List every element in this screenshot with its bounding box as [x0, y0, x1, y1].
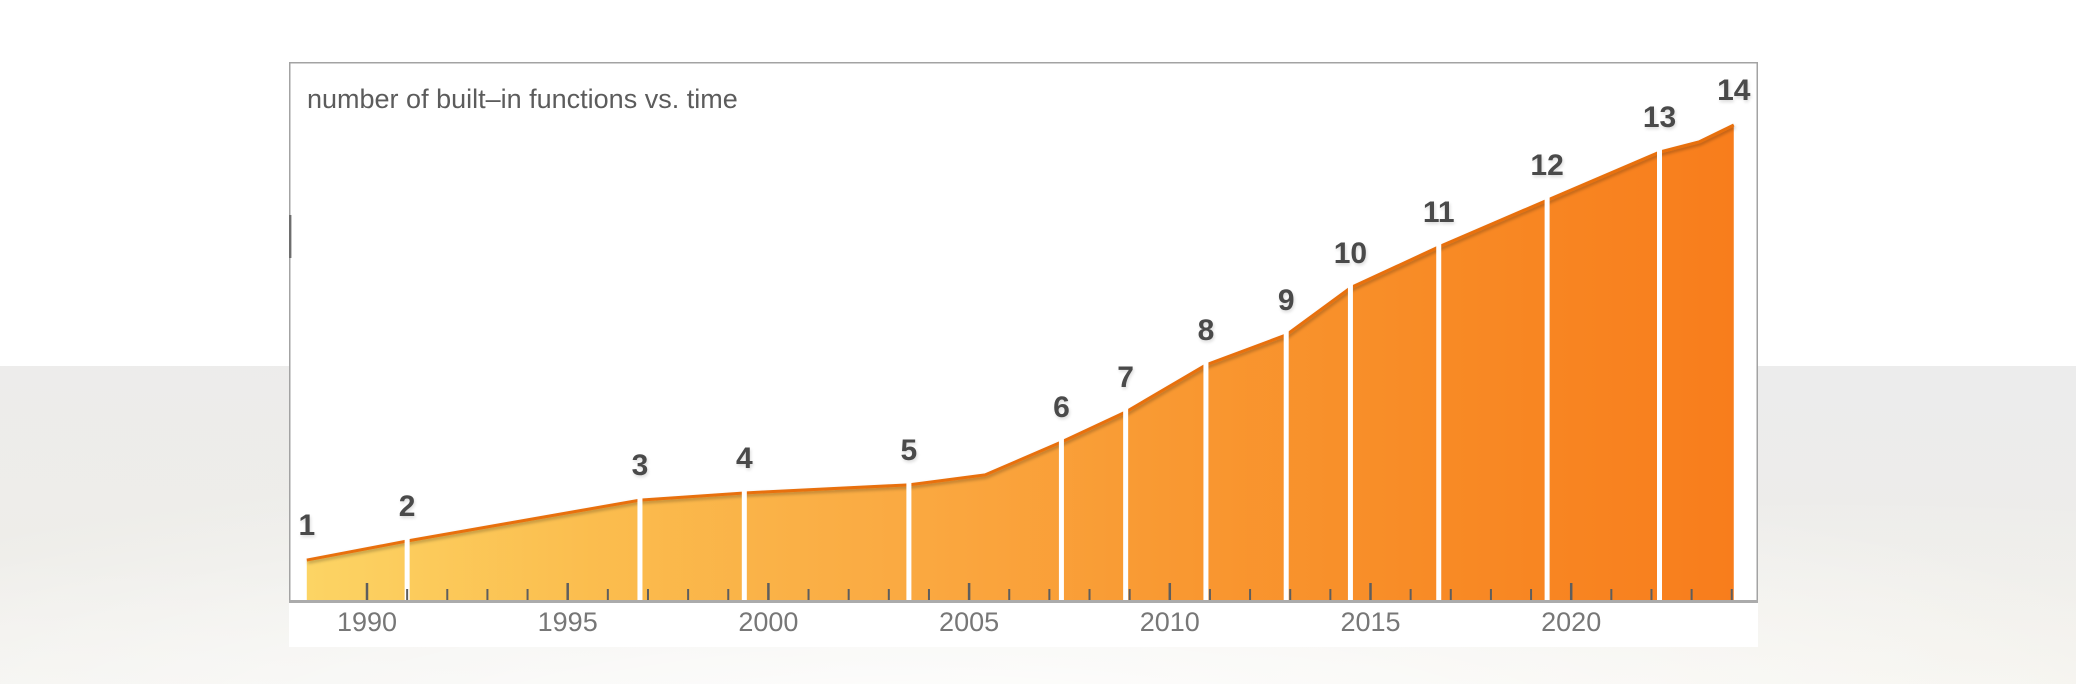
- version-label-1: 1: [298, 509, 316, 543]
- version-label-3: 3: [631, 449, 649, 483]
- plot-area: [289, 62, 1758, 603]
- year-label-2005: 2005: [939, 607, 1000, 637]
- version-label-11: 11: [1422, 195, 1455, 229]
- curve-line: [306, 123, 1735, 562]
- x-axis-ticks: [365, 583, 1733, 601]
- version-label-7: 7: [1117, 361, 1134, 395]
- plot-frame: [289, 62, 1758, 603]
- chart-title: number of built–in functions vs. time: [307, 84, 738, 114]
- year-label-2020: 2020: [1541, 607, 1602, 637]
- year-label-2015: 2015: [1340, 607, 1401, 637]
- version-label-6: 6: [1053, 391, 1070, 425]
- version-label-10: 10: [1333, 236, 1368, 270]
- version-label-8: 8: [1197, 313, 1215, 347]
- year-label-1990: 1990: [336, 607, 398, 637]
- version-label-12: 12: [1530, 149, 1564, 183]
- year-label-2010: 2010: [1139, 607, 1200, 637]
- version-label-13: 13: [1642, 101, 1677, 135]
- version-dividers: [404, 148, 1663, 601]
- year-label-2000: 2000: [738, 607, 799, 637]
- area-series: [306, 125, 1734, 601]
- version-label-2: 2: [398, 490, 416, 524]
- version-label-5: 5: [900, 433, 918, 467]
- year-label-1995: 1995: [537, 607, 598, 637]
- version-label-9: 9: [1277, 283, 1295, 317]
- version-label-4: 4: [735, 441, 753, 475]
- version-label-14: 14: [1717, 74, 1751, 107]
